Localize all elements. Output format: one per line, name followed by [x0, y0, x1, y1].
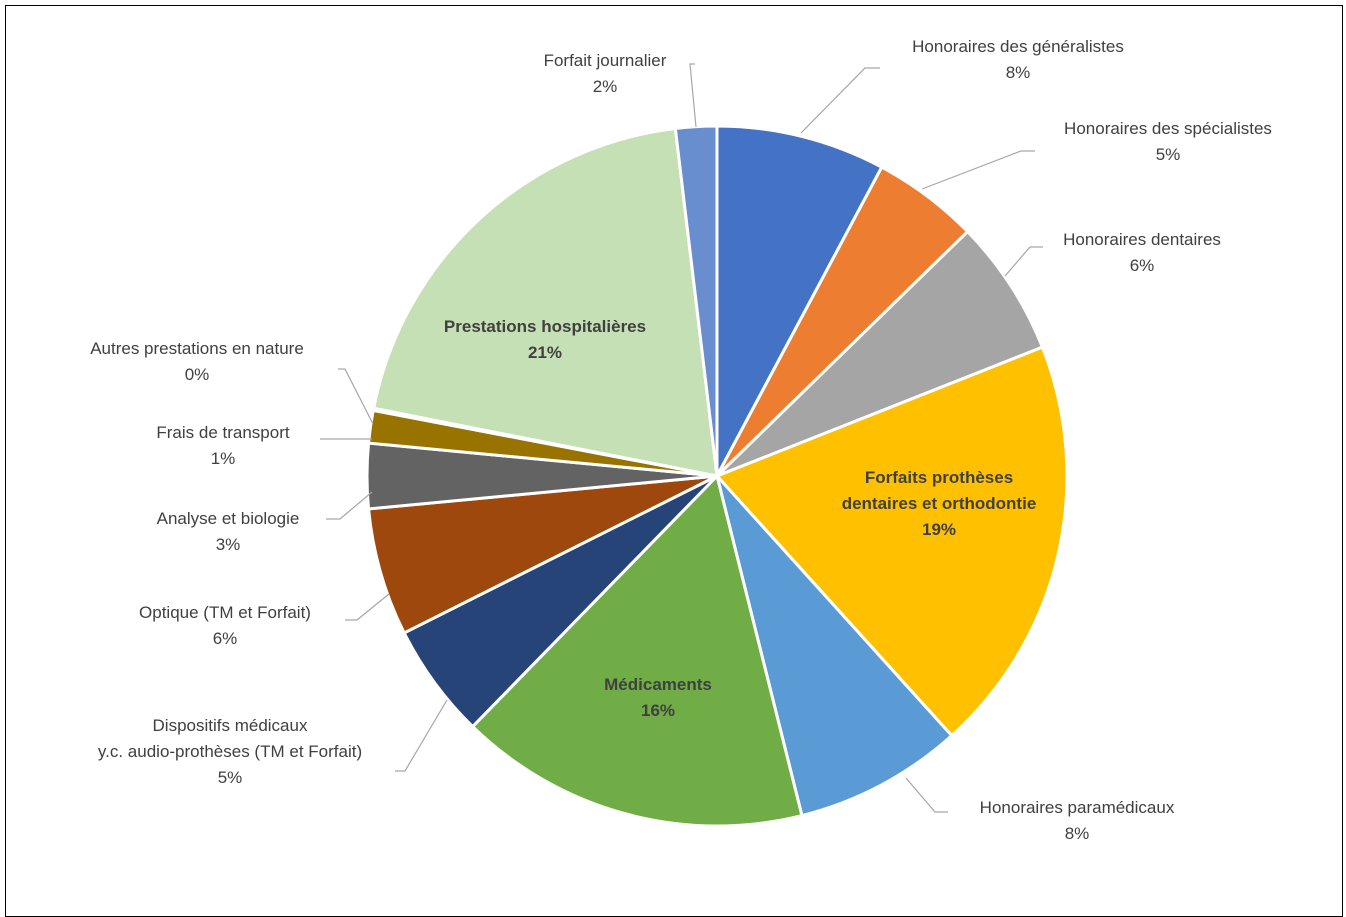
data-label-category: Honoraires des spécialistes — [1064, 119, 1272, 138]
data-label-analyse: Analyse et biologie 3% — [157, 509, 300, 554]
leader-line-dispositifs — [395, 699, 448, 772]
data-label-percent: 8% — [1065, 824, 1090, 843]
data-label-percent: 16% — [641, 701, 675, 720]
leader-line-journalier — [689, 63, 697, 128]
data-label-journalier: Forfait journalier 2% — [544, 51, 667, 96]
leader-line-paramedicaux — [905, 777, 948, 813]
leader-lines — [320, 63, 1043, 813]
data-label-generalistes: Honoraires des généralistes 8% — [912, 37, 1124, 82]
pie-slice-medicaments — [471, 474, 804, 828]
pie-slice-generalistes — [715, 124, 884, 478]
data-label-percent: 0% — [185, 365, 210, 384]
data-label-category: Honoraires dentaires — [1063, 230, 1221, 249]
data-label-autres: Autres prestations en nature 0% — [90, 339, 304, 384]
data-label-percent: 3% — [216, 535, 241, 554]
data-label-category: dentaires et orthodontie — [842, 494, 1037, 513]
data-label-hospitalieres: Prestations hospitalières 21% — [444, 317, 646, 362]
data-label-category: Prestations hospitalières — [444, 317, 646, 336]
leader-line-analyse — [326, 491, 373, 520]
pie-slice-hospitalieres — [372, 126, 719, 478]
data-label-percent: 2% — [593, 77, 618, 96]
data-label-category: Médicaments — [604, 675, 712, 694]
data-label-percent: 1% — [211, 449, 236, 468]
data-label-category: Honoraires paramédicaux — [980, 798, 1175, 817]
data-label-percent: 5% — [1156, 145, 1181, 164]
leader-line-optique — [345, 593, 390, 621]
data-label-category: Forfaits prothèses — [865, 468, 1013, 487]
data-label-category: y.c. audio-prothèses (TM et Forfait) — [98, 742, 362, 761]
data-label-protheses: Forfaits prothèses dentaires et orthodont… — [842, 468, 1037, 539]
data-label-category: Optique (TM et Forfait) — [139, 603, 311, 622]
data-label-category: Autres prestations en nature — [90, 339, 304, 358]
data-label-percent: 21% — [528, 343, 562, 362]
data-label-percent: 6% — [1130, 256, 1155, 275]
data-label-category: Dispositifs médicaux — [153, 716, 308, 735]
data-label-dentaires: Honoraires dentaires 6% — [1063, 230, 1221, 275]
data-label-percent: 5% — [218, 768, 243, 787]
pie-slices — [365, 124, 1069, 828]
data-label-category: Forfait journalier — [544, 51, 667, 70]
data-label-specialistes: Honoraires des spécialistes 5% — [1064, 119, 1272, 164]
data-label-percent: 19% — [922, 520, 956, 539]
data-label-medicaments: Médicaments 16% — [604, 675, 712, 720]
pie-slice-dentaires — [715, 230, 1044, 478]
data-label-percent: 6% — [213, 629, 238, 648]
data-labels: Honoraires des généralistes 8%Honoraires … — [90, 37, 1272, 843]
leader-line-autres — [338, 368, 374, 425]
leader-line-specialistes — [921, 150, 1035, 190]
data-label-transport: Frais de transport 1% — [156, 423, 289, 468]
data-label-optique: Optique (TM et Forfait) 6% — [139, 603, 311, 648]
pie-slice-optique — [367, 474, 719, 635]
data-label-category: Honoraires des généralistes — [912, 37, 1124, 56]
data-label-category: Analyse et biologie — [157, 509, 300, 528]
leader-line-dentaires — [1004, 246, 1043, 277]
data-label-dispositifs: Dispositifs médicaux y.c. audio-prothèses… — [98, 716, 362, 787]
pie-slice-paramedicaux — [715, 474, 954, 818]
data-label-percent: 8% — [1006, 63, 1031, 82]
data-label-paramedicaux: Honoraires paramédicaux 8% — [980, 798, 1175, 843]
leader-line-generalistes — [800, 67, 880, 134]
pie-slice-protheses — [715, 345, 1069, 738]
data-label-category: Frais de transport — [156, 423, 289, 442]
